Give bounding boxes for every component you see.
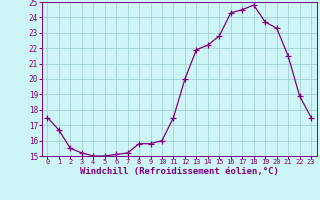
X-axis label: Windchill (Refroidissement éolien,°C): Windchill (Refroidissement éolien,°C) [80, 167, 279, 176]
